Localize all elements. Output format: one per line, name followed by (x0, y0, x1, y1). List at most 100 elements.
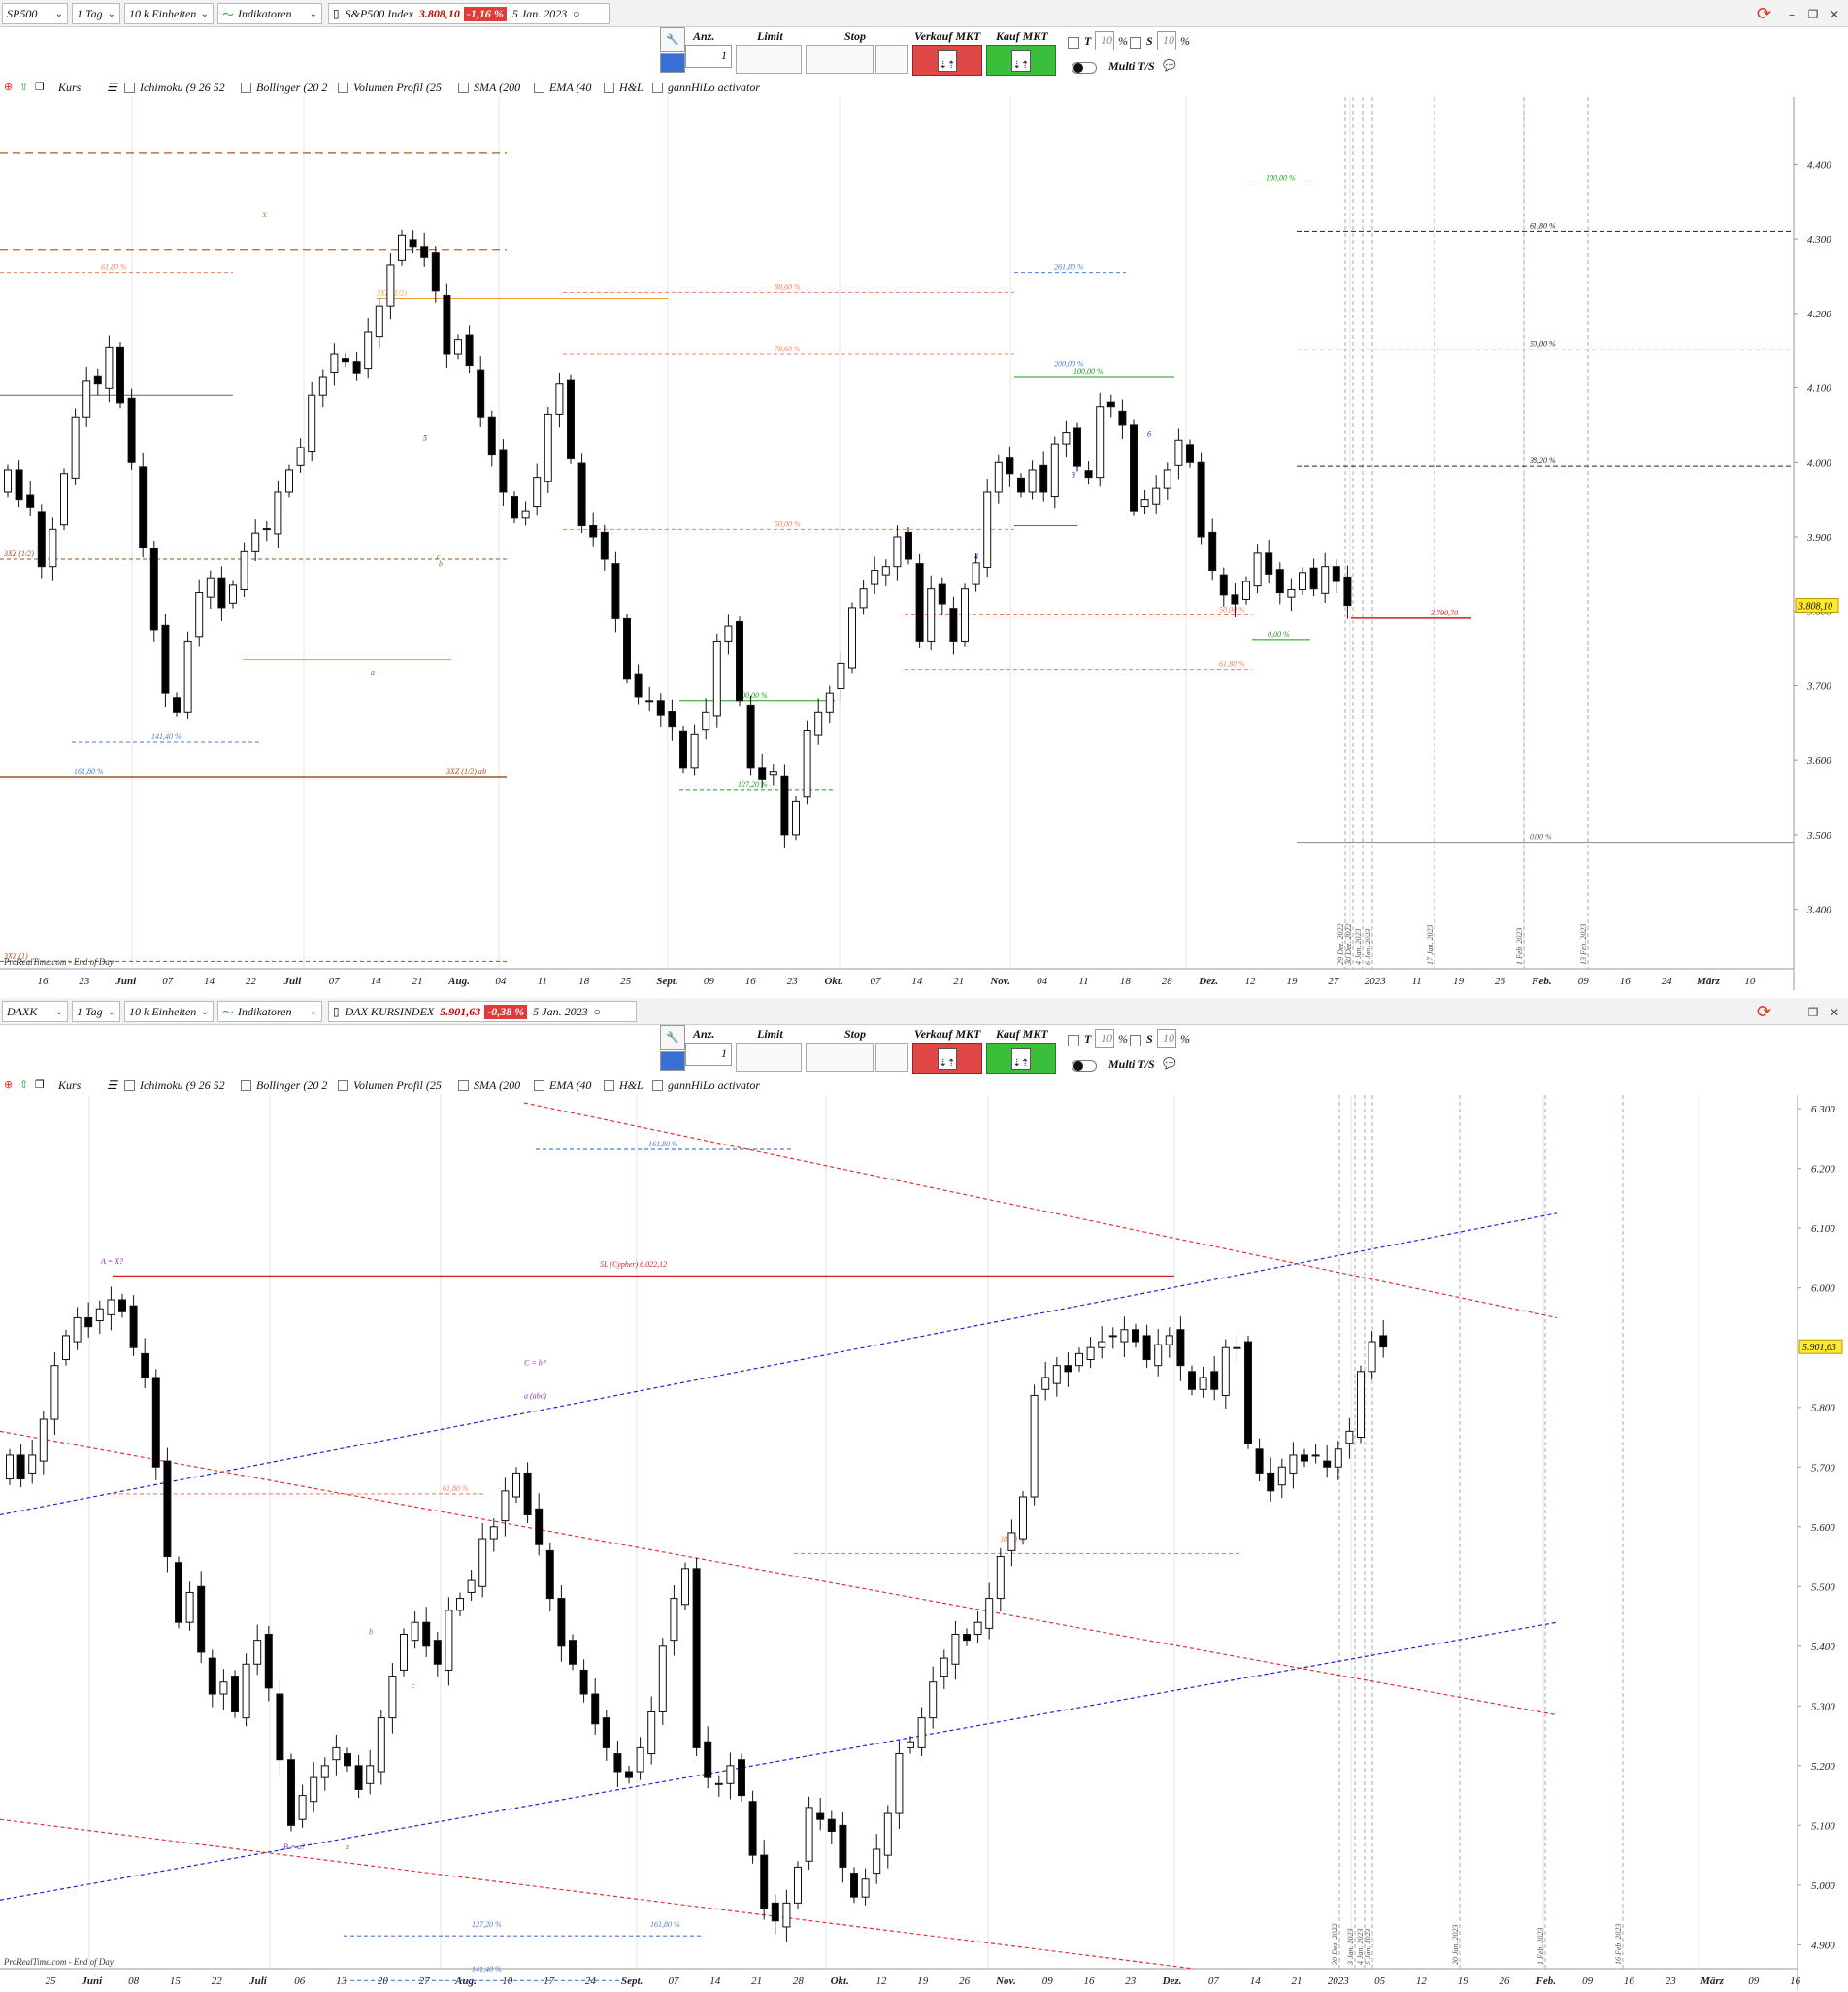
indicator-item[interactable]: SMA (200 (458, 1078, 520, 1093)
t-input[interactable]: 10 (1095, 1029, 1114, 1048)
indicator-item[interactable]: Kurs (58, 80, 81, 95)
close-icon[interactable]: ✕ (1829, 1006, 1840, 1019)
chat-bubble-icon[interactable]: 💬 (1163, 1057, 1176, 1070)
interval-dropdown[interactable]: 1 Tag ⌄ (72, 1001, 120, 1022)
stop-checkbox[interactable] (1130, 37, 1141, 49)
stop-buttons-right[interactable] (875, 1043, 908, 1072)
indicator-checkbox[interactable] (458, 82, 469, 93)
keypad-icon[interactable] (660, 53, 685, 73)
candle-body (185, 1591, 194, 1623)
buy-market-button[interactable]: ⇣⇡ (986, 45, 1056, 76)
date-marker-label: 17 Jan. 2023 (1426, 924, 1435, 965)
chat-bubble-icon[interactable]: 💬 (1163, 59, 1176, 72)
candle-body (375, 305, 383, 338)
limit-buttons[interactable] (736, 45, 802, 74)
indicator-item[interactable]: Ichimoku (9 26 52 (124, 80, 225, 95)
sell-market-button[interactable]: ⇣⇡ (912, 1043, 982, 1074)
indicator-checkbox[interactable] (338, 82, 348, 93)
restore-icon[interactable]: ❐ (1807, 1006, 1819, 1019)
add-indicator-icon[interactable]: ⊕ (4, 81, 14, 93)
indicator-checkbox[interactable] (652, 82, 663, 93)
indicator-item[interactable]: Volumen Profil (25 (338, 1078, 442, 1093)
indicators-dropdown[interactable]: 〜 Indikatoren ⌄ (217, 3, 322, 24)
indicator-checkbox[interactable] (534, 82, 544, 93)
indicator-checkbox[interactable] (604, 1079, 614, 1091)
quote-box: ▯ DAX KURSINDEX 5.901,63 -0,38 % 5 Jan. 2023… (328, 1001, 637, 1022)
indicator-checkbox[interactable] (124, 82, 135, 93)
restore-icon[interactable]: ❐ (1807, 8, 1819, 21)
indicator-checkbox[interactable] (338, 1079, 348, 1091)
indicator-checkbox[interactable] (241, 1079, 251, 1091)
indicator-item[interactable]: EMA (40 (534, 1078, 591, 1093)
candle-body (409, 239, 417, 248)
refresh-icon[interactable]: ⟳ (1757, 1002, 1772, 1022)
indicator-checkbox[interactable] (458, 1079, 469, 1091)
indicator-item[interactable]: Ichimoku (9 26 52 (124, 1078, 225, 1093)
wrench-icon[interactable]: 🔧 (660, 1025, 685, 1050)
window-icon[interactable]: ❐ (35, 1079, 45, 1091)
units-dropdown[interactable]: 10 k Einheiten ⌄ (124, 3, 214, 24)
arrow-up-icon[interactable]: ⇧ (19, 1079, 29, 1091)
candle-body (771, 1902, 779, 1922)
interval-dropdown[interactable]: 1 Tag ⌄ (72, 3, 120, 24)
indicator-item[interactable]: Volumen Profil (25 (338, 80, 442, 95)
date-tick-label: 12 (1416, 1975, 1428, 1987)
indicator-item[interactable]: gannHiLo activator (652, 1078, 760, 1093)
date-tick-label: 20 (378, 1975, 389, 1987)
candle-body (95, 1308, 104, 1322)
multi-toggle[interactable] (1072, 62, 1097, 74)
s-input[interactable]: 10 (1157, 31, 1176, 50)
multi-toggle[interactable] (1072, 1060, 1097, 1072)
qty-input[interactable]: 1 (685, 45, 732, 68)
order-bar: 🔧 Anz. 1 Limit Stop Verkauf MKT ⇣⇡ Kauf … (0, 1025, 1848, 1078)
candle-body (197, 1585, 206, 1653)
indicator-checkbox[interactable] (534, 1079, 544, 1091)
sell-market-button[interactable]: ⇣⇡ (912, 45, 982, 76)
arrow-up-icon[interactable]: ⇧ (19, 81, 29, 93)
list-icon[interactable]: ☰ (107, 1078, 117, 1092)
window-icon[interactable]: ❐ (35, 81, 45, 93)
keypad-icon[interactable] (660, 1051, 685, 1071)
units-dropdown[interactable]: 10 k Einheiten ⌄ (124, 1001, 214, 1022)
indicator-checkbox[interactable] (604, 82, 614, 93)
symbol-dropdown[interactable]: DAXK ⌄ (2, 1001, 68, 1022)
refresh-icon[interactable]: ⟳ (1757, 4, 1772, 24)
indicator-item[interactable]: Kurs (58, 1078, 81, 1093)
candle-body (173, 697, 181, 713)
stop-buttons-left[interactable] (806, 45, 874, 74)
indicator-item[interactable]: Bollinger (20 2 (241, 1078, 327, 1093)
trailing-checkbox[interactable] (1068, 37, 1079, 49)
candle-body (1242, 581, 1250, 600)
symbol-dropdown[interactable]: SP500 ⌄ (2, 3, 68, 24)
indicator-item[interactable]: EMA (40 (534, 80, 591, 95)
stop-checkbox[interactable] (1130, 1035, 1141, 1046)
indicator-checkbox[interactable] (652, 1079, 663, 1091)
indicator-item[interactable]: H&L (604, 80, 644, 95)
indicator-item[interactable]: SMA (200 (458, 80, 520, 95)
last-price: 5.901,63 (440, 1004, 481, 1018)
t-input[interactable]: 10 (1095, 31, 1114, 50)
minimize-icon[interactable]: – (1789, 8, 1795, 21)
price-tick-label: 3.700 (1806, 681, 1832, 692)
s-input[interactable]: 10 (1157, 1029, 1176, 1048)
close-icon[interactable]: ✕ (1829, 8, 1840, 21)
chevron-down-icon: ⌄ (200, 1006, 209, 1017)
add-indicator-icon[interactable]: ⊕ (4, 1079, 14, 1091)
list-icon[interactable]: ☰ (107, 80, 117, 94)
qty-input[interactable]: 1 (685, 1043, 732, 1066)
indicator-item[interactable]: H&L (604, 1078, 644, 1093)
stop-buttons-right[interactable] (875, 45, 908, 74)
indicator-checkbox[interactable] (124, 1079, 135, 1091)
stop-buttons-left[interactable] (806, 1043, 874, 1072)
limit-buttons[interactable] (736, 1043, 802, 1072)
indicator-item[interactable]: Bollinger (20 2 (241, 80, 327, 95)
minimize-icon[interactable]: – (1789, 1006, 1795, 1019)
indicator-item[interactable]: gannHiLo activator (652, 80, 760, 95)
indicator-checkbox[interactable] (241, 82, 251, 93)
trailing-checkbox[interactable] (1068, 1035, 1079, 1046)
buy-market-button[interactable]: ⇣⇡ (986, 1043, 1056, 1074)
candle-body (1052, 1365, 1061, 1384)
wrench-icon[interactable]: 🔧 (660, 27, 685, 52)
fib-level-label: 161,80 % (74, 767, 104, 776)
indicators-dropdown[interactable]: 〜 Indikatoren ⌄ (217, 1001, 322, 1022)
